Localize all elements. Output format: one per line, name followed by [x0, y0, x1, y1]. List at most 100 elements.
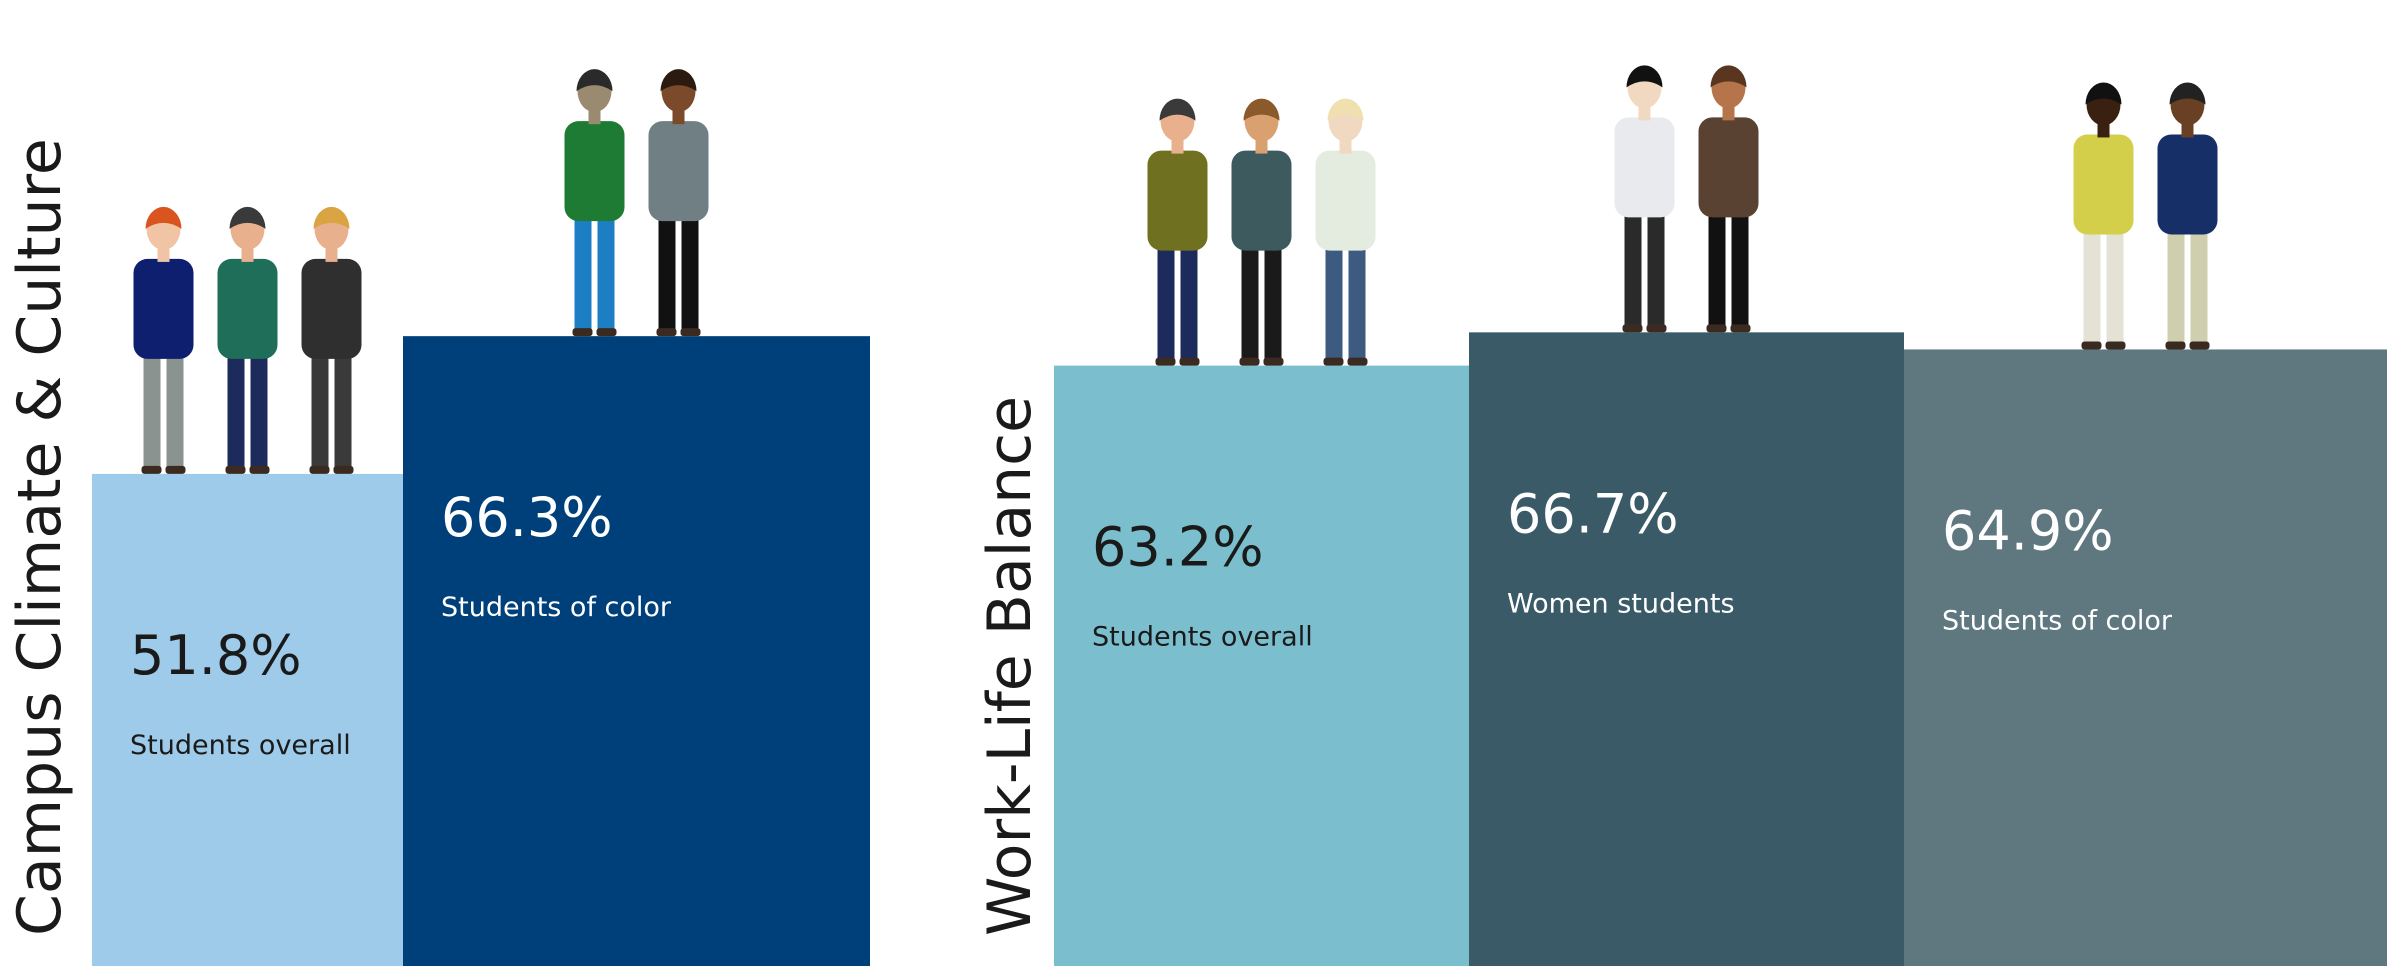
person-leg [597, 216, 615, 335]
person-hair [1243, 98, 1280, 121]
person-neck [241, 245, 254, 262]
person-shoe [309, 465, 330, 474]
person-shoe [2081, 341, 2102, 350]
person-torso [1698, 117, 1759, 218]
person-leg [1325, 245, 1343, 364]
person-torso [1147, 150, 1208, 251]
person-illustration [217, 206, 278, 474]
person-hair [229, 206, 266, 229]
person-torso [133, 258, 194, 359]
person-neck [1255, 137, 1268, 154]
person-neck [2181, 121, 2194, 138]
bar [1054, 365, 1469, 966]
person-leg [1241, 245, 1259, 364]
person-hair [313, 206, 350, 229]
person-hair [145, 206, 182, 229]
category-label: Students of color [1942, 605, 2173, 636]
person-torso [564, 121, 625, 222]
person-shoe [596, 328, 617, 337]
value-label: 66.3% [441, 486, 613, 549]
person-leg [1180, 245, 1198, 364]
person-hair [2169, 82, 2206, 105]
person-neck [588, 108, 601, 125]
bar [92, 473, 403, 966]
value-label: 66.7% [1507, 482, 1679, 545]
person-neck [672, 108, 685, 125]
person-leg [2106, 229, 2124, 348]
person-illustration [1231, 98, 1292, 366]
person-shoe [1706, 324, 1727, 333]
person-hair [2085, 82, 2122, 105]
person-neck [1722, 104, 1735, 121]
category-label: Students overall [1092, 622, 1313, 653]
person-leg [2167, 229, 2185, 348]
person-shoe [225, 465, 246, 474]
person-hair [1327, 98, 1364, 121]
person-shoe [2105, 341, 2126, 350]
person-leg [1708, 212, 1726, 331]
person-torso [301, 258, 362, 359]
person-torso [648, 121, 709, 222]
person-shoe [1263, 357, 1284, 366]
person-leg [1264, 245, 1282, 364]
person-neck [1638, 104, 1651, 121]
person-leg [681, 216, 699, 335]
person-leg [1157, 245, 1175, 364]
chart-title: Campus Climate & Culture [5, 138, 75, 936]
person-illustration [1698, 65, 1759, 333]
person-shoe [680, 328, 701, 337]
person-torso [1315, 150, 1376, 251]
person-hair [1626, 65, 1663, 88]
person-hair [660, 69, 697, 92]
person-shoe [165, 465, 186, 474]
person-shoe [1347, 357, 1368, 366]
person-leg [250, 353, 268, 472]
person-leg [166, 353, 184, 472]
person-leg [2190, 229, 2208, 348]
category-label: Students overall [130, 730, 351, 761]
person-leg [143, 353, 161, 472]
person-torso [1231, 150, 1292, 251]
value-label: 63.2% [1092, 516, 1264, 579]
category-label: Students of color [441, 592, 672, 623]
person-hair [1710, 65, 1747, 88]
person-leg [227, 353, 245, 472]
person-neck [1339, 137, 1352, 154]
bar [1469, 332, 1904, 966]
person-shoe [1179, 357, 1200, 366]
person-leg [2083, 229, 2101, 348]
bar [403, 336, 870, 966]
person-leg [1624, 212, 1642, 331]
person-leg [574, 216, 592, 335]
person-neck [157, 245, 170, 262]
value-label: 64.9% [1942, 499, 2114, 562]
person-illustration [2073, 82, 2134, 350]
person-leg [658, 216, 676, 335]
person-torso [2157, 134, 2218, 235]
person-leg [334, 353, 352, 472]
person-neck [2097, 121, 2110, 138]
person-shoe [141, 465, 162, 474]
person-illustration [2157, 82, 2218, 350]
person-torso [1614, 117, 1675, 218]
person-shoe [1155, 357, 1176, 366]
person-illustration [648, 69, 709, 337]
person-shoe [1323, 357, 1344, 366]
person-shoe [1730, 324, 1751, 333]
category-label: Women students [1507, 588, 1735, 619]
person-neck [1171, 137, 1184, 154]
person-shoe [2165, 341, 2186, 350]
person-leg [1731, 212, 1749, 331]
person-illustration [1614, 65, 1675, 333]
chart-title: Work-Life Balance [975, 396, 1045, 936]
person-leg [1647, 212, 1665, 331]
person-illustration [301, 206, 362, 474]
person-torso [2073, 134, 2134, 235]
person-illustration [1147, 98, 1208, 366]
person-illustration [133, 206, 194, 474]
person-illustration [1315, 98, 1376, 366]
person-shoe [249, 465, 270, 474]
person-illustration [564, 69, 625, 337]
